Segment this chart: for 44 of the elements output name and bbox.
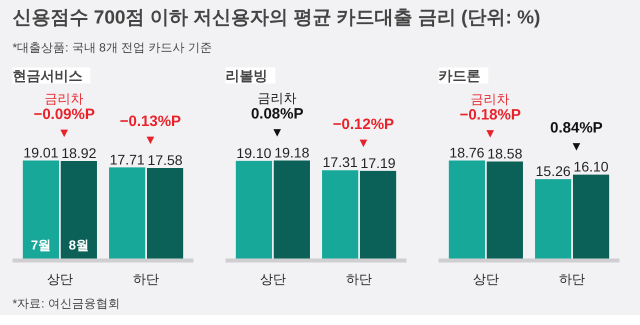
bar bbox=[236, 160, 272, 260]
x-tick-label: 상단 bbox=[46, 272, 73, 286]
x-tick-label: 하단 bbox=[133, 272, 160, 286]
text: 신용점수 700점 이하 저신용자의 평균 카드대출 금리 (단위: %) bbox=[12, 8, 540, 28]
data-label: 18.76 bbox=[449, 144, 485, 160]
x-tick-label: 상단 bbox=[260, 272, 286, 286]
bar bbox=[572, 174, 610, 260]
annotation: −0.12%P ▼ bbox=[332, 116, 394, 150]
series-label: 7월 bbox=[30, 238, 52, 252]
data-label: 18.58 bbox=[487, 145, 523, 162]
annotation: −0.13%P ▼ bbox=[120, 113, 182, 148]
data-label: 19.18 bbox=[274, 144, 310, 160]
annotation: 금리차 −0.09%P ▼ bbox=[34, 90, 95, 140]
bar bbox=[360, 170, 396, 260]
x-tick-label: 하단 bbox=[559, 272, 586, 286]
x-tick-label: 상단 bbox=[472, 272, 499, 286]
bar bbox=[60, 160, 97, 260]
data-label: 15.26 bbox=[536, 163, 571, 180]
annotation: 금리차 0.08%P ▼ bbox=[250, 90, 304, 140]
chart-title: 리볼빙 bbox=[226, 68, 268, 84]
bar bbox=[274, 160, 310, 260]
annotation: 금리차 −0.18%P ▼ bbox=[460, 91, 521, 140]
bar bbox=[146, 168, 184, 260]
data-label: 19.01 bbox=[23, 144, 59, 160]
bar bbox=[109, 167, 146, 260]
bar bbox=[535, 179, 572, 260]
data-label: 17.31 bbox=[322, 154, 358, 170]
chart-title: 현금서비스 bbox=[12, 68, 82, 84]
data-label: 16.10 bbox=[574, 158, 609, 175]
bar bbox=[322, 170, 358, 260]
chart-title: 카드론 bbox=[438, 68, 480, 84]
text: *자료: 여신금융협회 bbox=[12, 296, 120, 310]
data-label: 17.19 bbox=[360, 154, 396, 171]
data-label: 18.92 bbox=[61, 144, 97, 161]
annotation: 0.84%P ▼ bbox=[550, 120, 603, 154]
data-label: 17.71 bbox=[110, 151, 145, 168]
x-tick-label: 하단 bbox=[346, 272, 372, 286]
text: *대출상품: 국내 8개 전업 카드사 기준 bbox=[12, 40, 212, 54]
bar bbox=[486, 161, 523, 260]
bar bbox=[22, 160, 60, 260]
series-label: 8월 bbox=[68, 238, 89, 252]
data-label: 19.10 bbox=[236, 144, 272, 161]
data-label: 17.58 bbox=[148, 152, 183, 168]
bar bbox=[448, 160, 486, 260]
